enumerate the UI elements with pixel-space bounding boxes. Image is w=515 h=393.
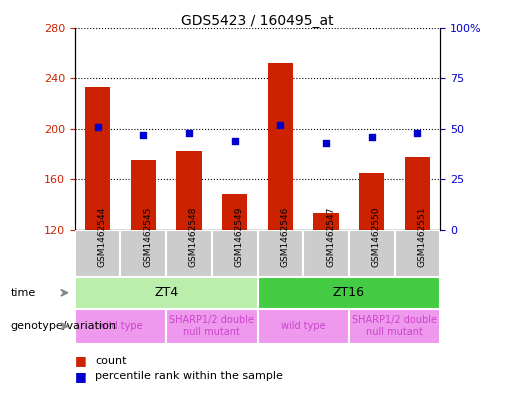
Point <box>93 123 101 130</box>
Bar <box>258 309 349 344</box>
Point <box>368 134 376 140</box>
Bar <box>349 309 440 344</box>
Text: time: time <box>10 288 36 298</box>
Text: GSM1462545: GSM1462545 <box>143 207 152 267</box>
Bar <box>394 230 440 277</box>
Point <box>414 130 422 136</box>
Text: percentile rank within the sample: percentile rank within the sample <box>95 371 283 382</box>
Text: ZT16: ZT16 <box>333 286 365 299</box>
Text: ■: ■ <box>75 354 87 367</box>
Bar <box>268 63 293 230</box>
Bar <box>75 277 258 309</box>
Bar <box>176 151 201 230</box>
Point <box>231 138 239 144</box>
Bar <box>85 87 110 230</box>
Point <box>322 140 330 146</box>
Point <box>185 130 193 136</box>
Bar <box>222 195 247 230</box>
Point <box>276 121 284 128</box>
Bar <box>258 230 303 277</box>
Text: GSM1462546: GSM1462546 <box>280 207 289 267</box>
Text: SHARP1/2 double
null mutant: SHARP1/2 double null mutant <box>169 316 254 337</box>
Bar <box>314 213 339 230</box>
Bar <box>212 230 258 277</box>
Bar <box>75 309 166 344</box>
Bar <box>131 160 156 230</box>
Text: count: count <box>95 356 127 366</box>
Bar <box>258 277 440 309</box>
Text: ZT4: ZT4 <box>154 286 178 299</box>
Point <box>139 132 147 138</box>
Text: GDS5423 / 160495_at: GDS5423 / 160495_at <box>181 14 334 28</box>
Bar <box>349 230 394 277</box>
Text: wild type: wild type <box>281 321 325 331</box>
Bar <box>303 230 349 277</box>
Text: wild type: wild type <box>98 321 143 331</box>
Text: GSM1462547: GSM1462547 <box>326 207 335 267</box>
Bar <box>405 156 430 230</box>
Bar <box>121 230 166 277</box>
Bar <box>359 173 384 230</box>
Text: GSM1462549: GSM1462549 <box>235 207 244 267</box>
Text: GSM1462550: GSM1462550 <box>372 207 381 267</box>
Text: GSM1462551: GSM1462551 <box>418 207 426 267</box>
Text: GSM1462544: GSM1462544 <box>97 207 107 267</box>
Text: GSM1462548: GSM1462548 <box>189 207 198 267</box>
Bar <box>166 309 258 344</box>
Text: genotype/variation: genotype/variation <box>10 321 116 331</box>
Text: ■: ■ <box>75 370 87 383</box>
Bar <box>166 230 212 277</box>
Text: SHARP1/2 double
null mutant: SHARP1/2 double null mutant <box>352 316 437 337</box>
Bar <box>75 230 121 277</box>
